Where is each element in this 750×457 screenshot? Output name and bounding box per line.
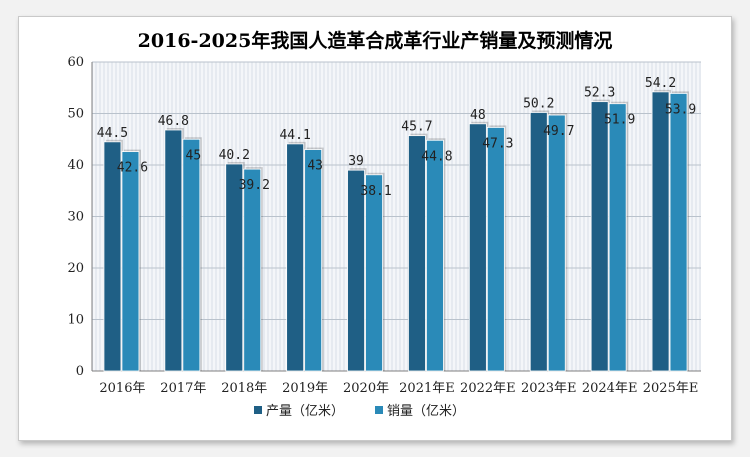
bar-sales bbox=[669, 93, 688, 372]
data-label: 44.8 bbox=[421, 149, 452, 164]
x-tick-label: 2022年E bbox=[460, 381, 516, 396]
x-tick-label: 2017年 bbox=[160, 381, 206, 396]
data-label: 47.3 bbox=[482, 136, 513, 151]
legend-label: 产量（亿米） bbox=[266, 404, 344, 419]
data-label: 39.2 bbox=[239, 178, 270, 193]
x-tick-label: 2020年 bbox=[343, 381, 389, 396]
data-label: 49.7 bbox=[543, 124, 574, 139]
chart-title: 2016-2025年我国人造革合成革行业产销量及预测情况 bbox=[138, 29, 613, 52]
data-label: 44.1 bbox=[279, 128, 310, 143]
bar-production bbox=[103, 141, 122, 372]
bar-sales bbox=[426, 139, 444, 372]
x-tick-label: 2025年E bbox=[643, 381, 699, 396]
bar-sales bbox=[182, 138, 201, 372]
y-tick-label: 60 bbox=[67, 55, 84, 70]
data-label: 40.2 bbox=[219, 148, 250, 163]
data-label: 46.8 bbox=[158, 114, 189, 129]
y-tick-label: 50 bbox=[67, 107, 84, 122]
bar-chart: 2016-2025年我国人造革合成革行业产销量及预测情况 0 10 20 30 40 50… bbox=[67, 29, 701, 419]
bar-production bbox=[347, 169, 365, 372]
data-label: 43 bbox=[307, 159, 323, 174]
y-tick-label: 40 bbox=[67, 158, 84, 173]
legend: 产量（亿米） 销量（亿米） bbox=[254, 404, 465, 419]
bar-sales bbox=[547, 114, 566, 372]
bar-sales bbox=[486, 127, 505, 372]
data-label: 45.7 bbox=[401, 120, 432, 135]
plot-area: 0 10 20 30 40 50 60 44.5 42.6 2016年 46.8 45 2017年 40.… bbox=[67, 55, 701, 396]
data-label: 50.2 bbox=[523, 96, 554, 111]
x-tick-label: 2024年E bbox=[582, 381, 638, 396]
bar-production bbox=[408, 135, 426, 372]
x-tick-label: 2019年 bbox=[282, 381, 328, 396]
bar-production bbox=[651, 91, 670, 372]
data-label: 38.1 bbox=[360, 184, 391, 199]
bar-production bbox=[529, 112, 548, 372]
bar-production bbox=[468, 123, 487, 372]
bar-sales bbox=[304, 149, 323, 372]
y-tick-label: 20 bbox=[67, 261, 84, 276]
y-tick-label: 10 bbox=[67, 313, 84, 328]
bar-production bbox=[225, 163, 244, 372]
legend-swatch bbox=[375, 406, 383, 414]
data-label: 48 bbox=[470, 108, 486, 123]
bar-production bbox=[164, 129, 183, 372]
data-label: 42.6 bbox=[117, 161, 148, 176]
chart-frame: 2016-2025年我国人造革合成革行业产销量及预测情况 0 10 20 30 40 50… bbox=[18, 16, 732, 441]
bar-production bbox=[590, 101, 609, 372]
x-tick-label: 2021年E bbox=[399, 381, 455, 396]
data-label: 45 bbox=[186, 148, 202, 163]
x-tick-label: 2023年E bbox=[521, 381, 577, 396]
bar-sales bbox=[121, 151, 140, 372]
data-label: 39 bbox=[348, 154, 364, 169]
bar-production bbox=[286, 143, 305, 372]
y-tick-label: 30 bbox=[67, 210, 84, 225]
data-label: 53.9 bbox=[665, 102, 696, 117]
y-tick-label: 0 bbox=[76, 364, 84, 379]
bar-sales bbox=[365, 174, 383, 372]
x-tick-label: 2018年 bbox=[221, 381, 267, 396]
legend-swatch bbox=[254, 406, 262, 414]
bar-sales bbox=[608, 103, 627, 372]
data-label: 52.3 bbox=[584, 86, 615, 101]
data-label: 44.5 bbox=[97, 126, 128, 141]
data-label: 51.9 bbox=[604, 113, 635, 128]
bar-sales bbox=[243, 168, 262, 372]
data-label: 54.2 bbox=[645, 76, 676, 91]
legend-label: 销量（亿米） bbox=[387, 404, 465, 419]
x-tick-label: 2016年 bbox=[99, 381, 145, 396]
